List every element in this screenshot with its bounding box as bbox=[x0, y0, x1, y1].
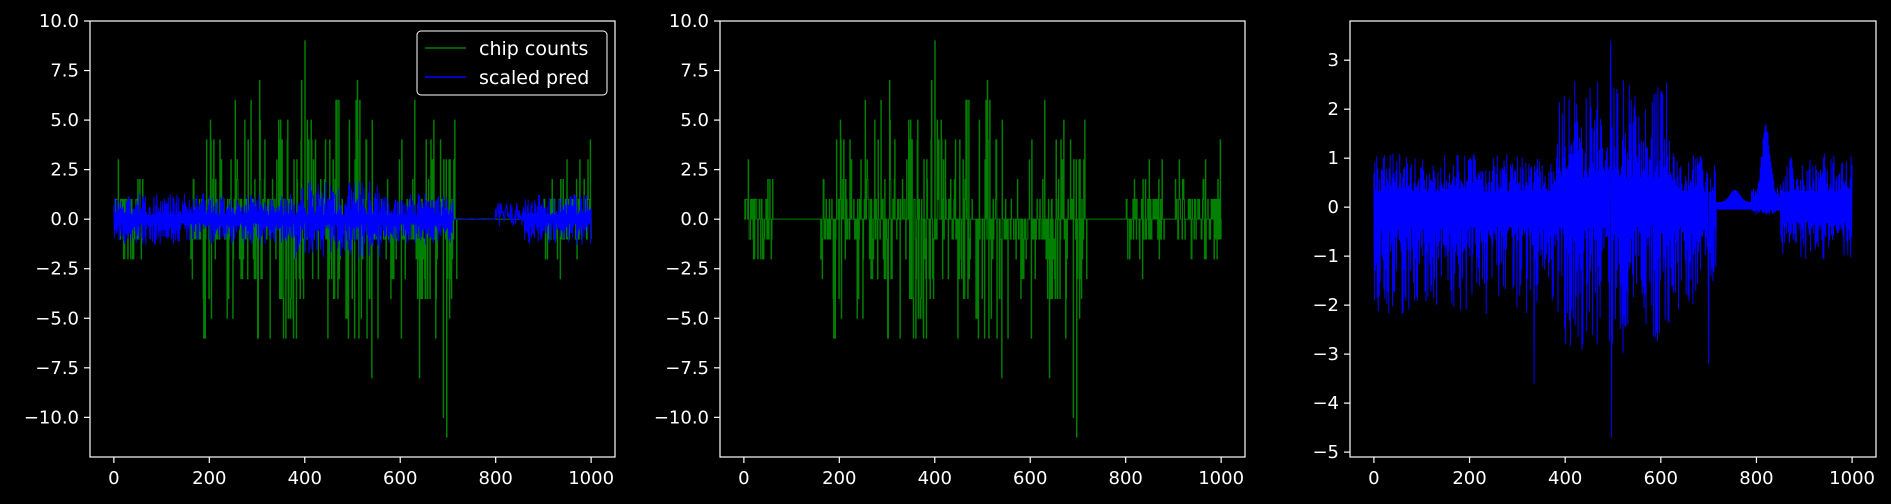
x-tick-label: 400 bbox=[918, 468, 952, 489]
y-tick-label: 5.0 bbox=[680, 110, 709, 131]
plot-frame bbox=[719, 20, 1246, 458]
y-tick-label: 10.0 bbox=[669, 11, 709, 32]
axes-right: 0 200 400 600 800 1000 3 2 1 0 −1 −2 −3 −4 −5 bbox=[1312, 20, 1877, 489]
y-tick-label: 0 bbox=[1328, 197, 1339, 218]
y-tick-label: −3 bbox=[1312, 344, 1339, 365]
x-tick-label: 200 bbox=[822, 468, 856, 489]
chart-right: 0 200 400 600 800 1000 3 2 1 0 −1 −2 −3 −4 −5 bbox=[1312, 20, 1877, 489]
y-tick-label: −5 bbox=[1312, 442, 1339, 463]
legend: chip counts scaled pred bbox=[416, 30, 608, 96]
y-tick-label: −2.5 bbox=[665, 259, 709, 280]
y-tick-label: −5.0 bbox=[35, 308, 79, 329]
x-tick-label: 0 bbox=[738, 468, 749, 489]
plot-area-middle bbox=[743, 40, 1222, 438]
x-tick-label: 200 bbox=[1452, 468, 1486, 489]
axes-left: 0 200 400 600 800 1000 10.0 7.5 5.0 2.5 0.0 −2.5 −5.… bbox=[24, 11, 616, 489]
y-tick-label: −1 bbox=[1312, 246, 1339, 267]
y-tick-label: 0.0 bbox=[50, 209, 79, 230]
legend-label-chip-counts: chip counts bbox=[479, 38, 588, 60]
plot-area-right bbox=[1373, 40, 1853, 438]
x-tick-label: 0 bbox=[1368, 468, 1379, 489]
chart-left: 0 200 400 600 800 1000 10.0 7.5 5.0 2.5 0.0 −2.5 −5.… bbox=[24, 11, 616, 489]
axes-middle: 0 200 400 600 800 1000 10.0 7.5 5.0 2.5 0.0 −2.5 −5.… bbox=[654, 11, 1246, 489]
y-tick-label: 7.5 bbox=[680, 61, 709, 82]
y-tick-label: 0.0 bbox=[680, 209, 709, 230]
x-tick-label: 600 bbox=[1644, 468, 1678, 489]
series-line-scaled-pred bbox=[113, 181, 592, 259]
y-tick-label: −10.0 bbox=[24, 407, 79, 428]
y-tick-label: −7.5 bbox=[35, 358, 79, 379]
y-tick-label: 7.5 bbox=[50, 61, 79, 82]
y-tick-label: 5.0 bbox=[50, 110, 79, 131]
y-tick-label: −10.0 bbox=[654, 407, 709, 428]
y-tick-label: −4 bbox=[1312, 393, 1339, 414]
y-tick-label: 1 bbox=[1328, 148, 1339, 169]
x-tick-label: 400 bbox=[1548, 468, 1582, 489]
x-tick-label: 800 bbox=[1109, 468, 1143, 489]
x-tick-label: 800 bbox=[1739, 468, 1773, 489]
x-tick-label: 1000 bbox=[568, 468, 614, 489]
x-tick-label: 200 bbox=[192, 468, 226, 489]
y-tick-label: 2.5 bbox=[50, 160, 79, 181]
legend-frame bbox=[416, 30, 608, 96]
x-tick-label: 600 bbox=[1013, 468, 1047, 489]
y-tick-label: −5.0 bbox=[665, 308, 709, 329]
plot-frame bbox=[89, 20, 616, 458]
legend-label-scaled-pred: scaled pred bbox=[479, 67, 589, 89]
y-tick-label: 2 bbox=[1328, 99, 1339, 120]
x-tick-label: 1000 bbox=[1829, 468, 1875, 489]
series-line-pred bbox=[1373, 40, 1853, 438]
series-line-counts bbox=[743, 40, 1222, 438]
plot-frame bbox=[1349, 20, 1877, 458]
y-tick-label: 2.5 bbox=[680, 160, 709, 181]
x-tick-label: 400 bbox=[288, 468, 322, 489]
y-tick-label: 10.0 bbox=[39, 11, 79, 32]
y-tick-label: −2 bbox=[1312, 295, 1339, 316]
chart-middle: 0 200 400 600 800 1000 10.0 7.5 5.0 2.5 0.0 −2.5 −5.… bbox=[654, 11, 1246, 489]
x-tick-label: 800 bbox=[479, 468, 513, 489]
y-tick-label: −7.5 bbox=[665, 358, 709, 379]
x-tick-label: 600 bbox=[383, 468, 417, 489]
y-tick-label: 3 bbox=[1328, 50, 1339, 71]
y-tick-label: −2.5 bbox=[35, 259, 79, 280]
plot-area-left bbox=[113, 40, 592, 438]
x-tick-label: 1000 bbox=[1198, 468, 1244, 489]
x-tick-label: 0 bbox=[108, 468, 119, 489]
